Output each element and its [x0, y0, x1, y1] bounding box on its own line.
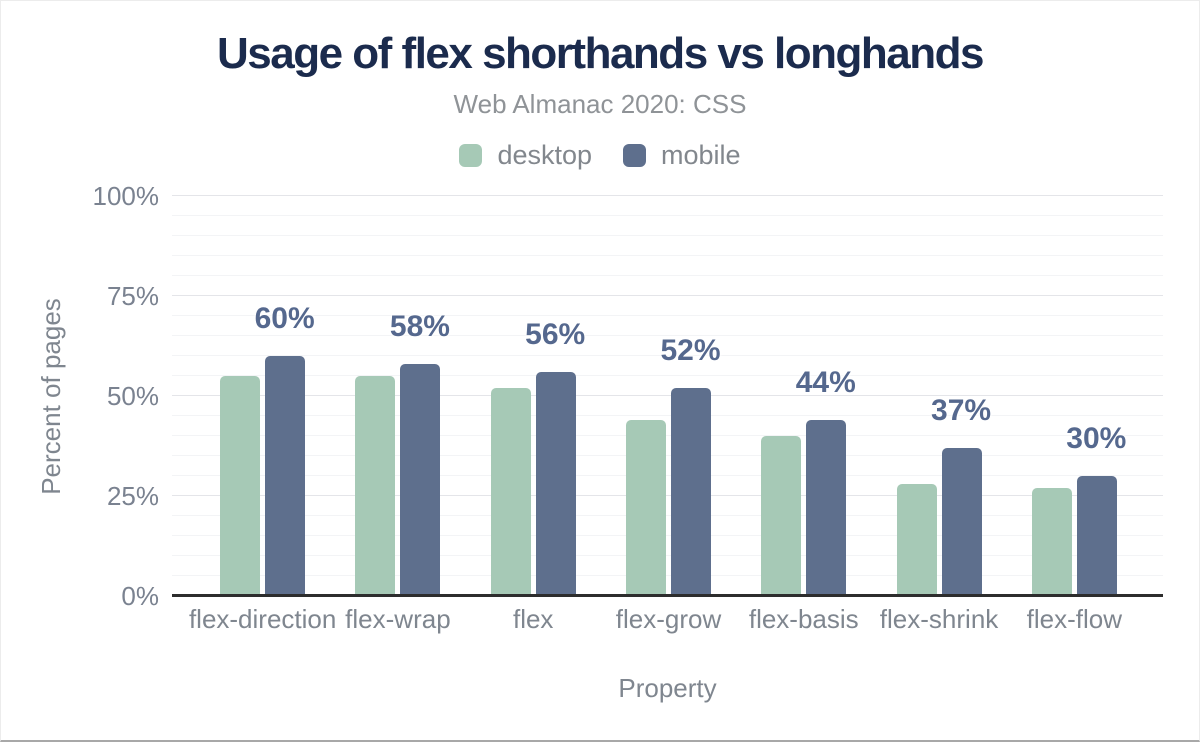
bar-value-label: 44% — [795, 366, 856, 399]
legend-label-mobile: mobile — [661, 140, 741, 170]
bar-group-flex-direction: 60% flex-direction — [189, 196, 336, 635]
y-tick-label: 100% — [92, 181, 160, 211]
minor-gridline — [172, 235, 1163, 236]
category-label: flex-wrap — [345, 604, 451, 634]
minor-gridline — [172, 415, 1163, 416]
bar-mobile-flex-basis — [806, 420, 847, 596]
bar-group-flex-flow: 30% flex-flow — [1007, 196, 1142, 635]
minor-gridline — [172, 335, 1163, 336]
minor-gridline — [172, 275, 1163, 276]
y-axis-title-text: Percent of pages — [35, 297, 66, 495]
x-axis-line — [172, 594, 1163, 597]
minor-gridline — [172, 315, 1163, 316]
major-gridline — [172, 395, 1163, 396]
bar-group-flex-grow: 52% flex-grow — [601, 196, 736, 635]
bar-group-flex: 56% flex — [466, 196, 601, 634]
category-label: flex — [512, 604, 554, 634]
bar-desktop-flex-grow — [625, 420, 666, 596]
x-axis-title: Property — [618, 673, 717, 703]
bar-group-flex-wrap: 58% flex-wrap — [330, 196, 465, 635]
minor-gridline — [172, 455, 1163, 456]
bar-desktop-flex-direction — [220, 376, 261, 596]
y-tick-label: 0% — [121, 581, 159, 611]
major-gridline — [172, 195, 1163, 196]
chart-subtitle: Web Almanac 2020: CSS — [453, 89, 747, 119]
minor-gridline — [172, 475, 1163, 476]
bar-mobile-flex-flow — [1076, 476, 1117, 596]
bar-value-label: 30% — [1066, 422, 1127, 455]
category-label: flex-grow — [615, 604, 722, 634]
y-tick-label: 50% — [106, 381, 159, 411]
bar-mobile-flex-direction — [265, 356, 306, 596]
bar-mobile-flex — [535, 372, 576, 596]
bar-desktop-flex-flow — [1031, 488, 1072, 596]
y-tick-label: 75% — [106, 281, 159, 311]
bar-mobile-flex-shrink — [941, 448, 982, 596]
legend-label-desktop: desktop — [497, 140, 593, 170]
minor-gridline — [172, 575, 1163, 576]
legend-item-mobile: mobile — [623, 140, 741, 171]
legend-swatch-mobile — [623, 144, 647, 167]
bar-group-flex-basis: 44% flex-basis — [736, 196, 871, 635]
bar-groups: 60% flex-direction 58% flex-wrap 56% flex 52% f… — [189, 196, 1142, 635]
bar-mobile-flex-wrap — [400, 364, 441, 596]
plot-area: 60% flex-direction 58% flex-wrap 56% flex 52% f… — [93, 183, 1163, 635]
minor-gridline — [172, 555, 1163, 556]
category-label: flex-basis — [748, 604, 859, 634]
legend-item-desktop: desktop — [459, 140, 592, 171]
y-tick-label: 25% — [106, 481, 159, 511]
bar-desktop-flex-shrink — [896, 484, 937, 596]
legend-swatch-desktop — [459, 144, 483, 167]
chart-title: Usage of flex shorthands vs longhands — [217, 29, 984, 78]
bar-group-flex-shrink: 37% flex-shrink — [871, 196, 1006, 635]
bar-desktop-flex-basis — [761, 436, 802, 596]
y-axis-title: Percent of pages — [35, 196, 67, 596]
bar-value-label: 56% — [525, 318, 586, 351]
bar-value-label: 52% — [660, 334, 721, 367]
bar-desktop-flex — [490, 388, 531, 596]
major-gridline — [172, 295, 1163, 296]
minor-gridline — [172, 435, 1163, 436]
bar-value-label: 58% — [389, 310, 450, 343]
minor-gridline — [172, 515, 1163, 516]
bar-desktop-flex-wrap — [355, 376, 396, 596]
minor-gridline — [172, 355, 1163, 356]
minor-gridline — [172, 255, 1163, 256]
bar-value-label: 60% — [254, 302, 315, 335]
legend: desktop mobile — [1, 140, 1199, 171]
category-label: flex-flow — [1026, 604, 1123, 634]
minor-gridline — [172, 375, 1163, 376]
minor-gridline — [172, 535, 1163, 536]
major-gridline — [172, 495, 1163, 496]
minor-gridline — [172, 215, 1163, 216]
category-label: flex-shrink — [879, 604, 999, 634]
category-label: flex-direction — [188, 604, 337, 634]
bar-mobile-flex-grow — [670, 388, 711, 596]
bar-value-label: 37% — [931, 394, 992, 427]
